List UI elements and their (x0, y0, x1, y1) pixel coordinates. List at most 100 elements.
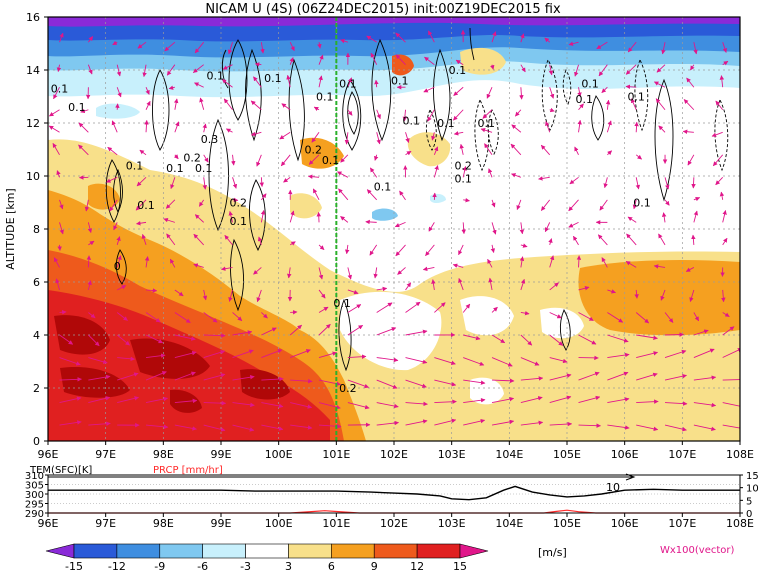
wind-vector (405, 419, 428, 426)
colorbar-tick-label: -6 (197, 560, 208, 573)
wind-vector (53, 257, 60, 268)
wind-vector (665, 332, 684, 337)
wind-vector (225, 128, 233, 133)
shade-pos-15b (130, 338, 210, 379)
wind-vector (139, 149, 147, 156)
surface-x-tick-label: 98E (153, 517, 174, 530)
wind-vector (578, 423, 601, 428)
wind-vector (607, 289, 616, 294)
contour-label: 0.1 (195, 162, 213, 175)
shade-neg-patch3 (372, 208, 398, 221)
wind-vector (232, 330, 253, 336)
wind-vector (165, 199, 176, 209)
wind-vector (492, 378, 515, 384)
main-panel: 0.10.10.1 0.10.10.1 0.10.10.30.20.1 0.10.10… (48, 17, 740, 441)
wind-vector (548, 64, 554, 76)
wind-vector (347, 77, 353, 88)
wind-vector (634, 289, 639, 299)
wind-vector (116, 87, 122, 98)
wind-vector (491, 357, 513, 367)
wind-vector (520, 278, 526, 291)
wind-vector (607, 150, 613, 156)
shade-pos-3-blob1 (407, 132, 451, 167)
wind-vector (222, 64, 233, 70)
colorbar-cell (459, 543, 489, 559)
wind-vector (715, 100, 724, 111)
wind-vector (461, 222, 466, 235)
wind-vector (166, 233, 176, 246)
colorbar-tick-label: -9 (154, 560, 165, 573)
y-tick-label: 2 (33, 382, 40, 395)
contour-label: 0 (114, 260, 121, 273)
wind-vector (194, 41, 205, 54)
wind-vector (261, 349, 283, 358)
wind-vector (137, 41, 147, 49)
contour-label: 0.1 (403, 114, 421, 127)
shade-neg-patch (96, 103, 140, 119)
shade-pos-3-blob3 (290, 193, 322, 219)
wind-vector (117, 396, 140, 404)
wind-vector (549, 357, 568, 364)
wind-vector (173, 98, 179, 110)
wind-vector (453, 131, 464, 136)
wind-vector (693, 329, 709, 336)
shade-hole1 (340, 291, 442, 371)
wind-vector (88, 396, 111, 404)
wind-vector (607, 312, 624, 323)
wind-vector (145, 100, 151, 110)
wind-vector (463, 357, 485, 366)
wind-vector (232, 402, 255, 408)
wind-vector (374, 154, 379, 161)
wind-vector (88, 240, 95, 246)
wind-vector (664, 349, 687, 358)
wind-vector (549, 312, 562, 319)
wind-vector (693, 210, 699, 223)
wind-vector (520, 334, 533, 346)
wind-vector (540, 144, 551, 156)
wind-vector (116, 255, 122, 268)
wind-vector (607, 352, 630, 358)
surface-right-tick-label: 5 (746, 496, 752, 507)
contour-label: 0.1 (449, 64, 467, 77)
wind-vector (318, 306, 329, 313)
wind-vector (491, 222, 497, 235)
wind-vector (307, 174, 320, 179)
wind-vector (606, 120, 612, 133)
contour-label: 0.3 (201, 133, 219, 146)
wind-vector (423, 86, 435, 93)
surface-x-tick-label: 107E (668, 517, 696, 530)
wind-vector (463, 379, 486, 385)
colorbar-tick-label: 12 (410, 560, 424, 573)
surface-right-ticks: 0 510 15 (740, 471, 759, 520)
wind-vector (261, 312, 268, 319)
wind-vector (636, 351, 659, 358)
wind-vector (488, 168, 493, 178)
wind-vector (289, 241, 296, 246)
wind-vector (399, 190, 406, 201)
wind-vector (549, 255, 555, 268)
wind-vector (434, 357, 456, 365)
wind-vector (689, 289, 695, 303)
wind-vector (56, 170, 61, 178)
shade-neg-patch2 (48, 76, 80, 92)
wind-vector (318, 75, 323, 88)
surface-x-tick-label: 101E (322, 517, 350, 530)
wind-vector (145, 396, 169, 404)
surface-panel: 10 TEM(SFC)[K] PRCP [mm/hr] 290295300305… (25, 465, 759, 530)
colorbar-tick-label: 9 (371, 560, 378, 573)
wind-vector (576, 255, 582, 268)
wind-vector (228, 210, 233, 223)
wind-vector (174, 312, 191, 324)
x-tick-label: 106E (611, 448, 639, 461)
wind-vector (433, 165, 439, 178)
shade-pos-3-blob2 (176, 187, 214, 215)
wind-vector (347, 267, 352, 280)
wind-vector (722, 326, 735, 336)
wind-vector (455, 59, 464, 66)
wind-vector (144, 256, 150, 268)
wind-vector (520, 357, 540, 366)
wind-vector (112, 40, 118, 46)
colorbar-cell (331, 543, 375, 559)
wind-vector (376, 109, 381, 120)
wind-vector (88, 36, 94, 43)
